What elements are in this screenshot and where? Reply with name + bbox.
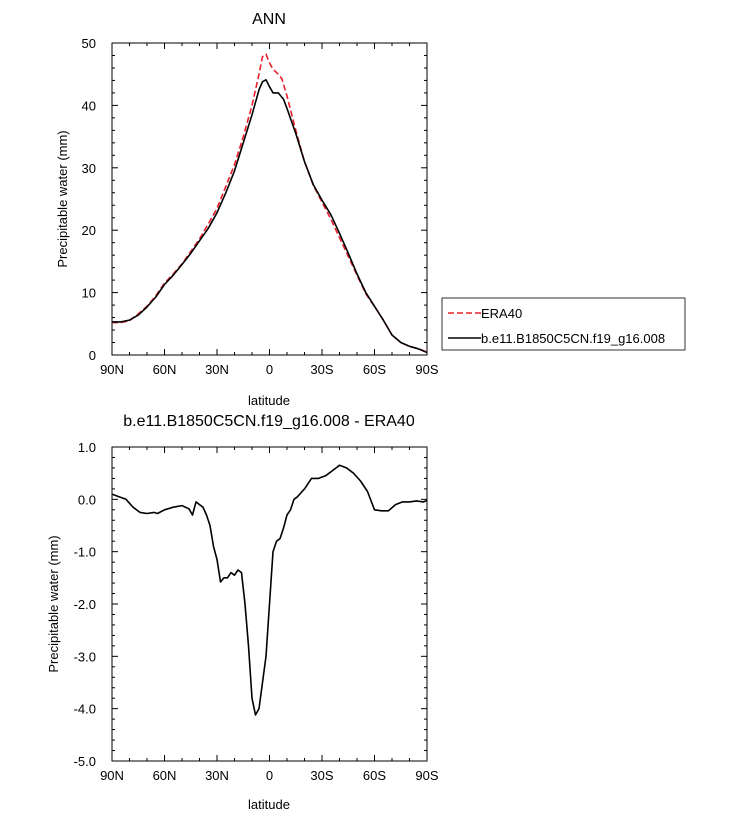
top-x-tick-label: 90N (100, 362, 124, 377)
top-x-tick-label: 30N (205, 362, 229, 377)
top-series-line-0 (112, 53, 428, 353)
top-chart-title: ANN (252, 11, 286, 28)
legend-model-label: b.e11.B1850C5CN.f19_g16.008 (481, 331, 665, 346)
top-x-axis-label: latitude (248, 393, 290, 408)
bottom-y-tick-label: 1.0 (78, 440, 96, 455)
bottom-y-tick-label: -2.0 (74, 597, 96, 612)
top-y-tick-label: 0 (89, 348, 96, 363)
top-x-tick-label: 60S (363, 362, 386, 377)
top-x-tick-label: 60N (153, 362, 177, 377)
bottom-panel: b.e11.B1850C5CN.f19_g16.008 - ERA40 90N 6… (46, 413, 439, 812)
bottom-y-tick-label: 0.0 (78, 492, 96, 507)
bottom-series-line-0 (111, 464, 428, 716)
top-series-line-1 (112, 79, 428, 354)
top-y-tick-label: 40 (82, 98, 96, 113)
top-y-axis-label: Precipitable water (mm) (55, 130, 70, 267)
top-ticks: 90N 60N 30N 0 30S 60S 90S 0 10 20 30 40 50 (82, 36, 439, 377)
bottom-y-tick-label: -5.0 (74, 754, 96, 769)
bottom-ticks: 90N 60N 30N 0 30S 60S 90S 1.0 0.0 -1.0 -2.0 -3.0 -4.… (74, 440, 439, 783)
bottom-x-tick-label: 0 (266, 768, 273, 783)
legend: ERA40 b.e11.B1850C5CN.f19_g16.008 (441, 297, 686, 351)
bottom-y-tick-label: -3.0 (74, 649, 96, 664)
top-y-tick-label: 30 (82, 161, 96, 176)
bottom-chart-title: b.e11.B1850C5CN.f19_g16.008 - ERA40 (123, 413, 415, 430)
top-series-lines (112, 53, 428, 354)
bottom-x-tick-label: 30N (205, 768, 229, 783)
bottom-y-tick-label: -4.0 (74, 702, 96, 717)
bottom-x-tick-label: 90S (415, 768, 438, 783)
bottom-x-tick-label: 60S (363, 768, 386, 783)
bottom-x-tick-label: 60N (153, 768, 177, 783)
legend-box (441, 297, 686, 351)
top-x-tick-label: 30S (310, 362, 333, 377)
bottom-x-tick-label: 30S (310, 768, 333, 783)
top-y-tick-label: 20 (82, 223, 96, 238)
top-plot-frame (111, 42, 428, 356)
bottom-x-tick-label: 90N (100, 768, 124, 783)
top-y-tick-label: 50 (82, 36, 96, 51)
top-x-tick-label: 0 (266, 362, 273, 377)
top-y-tick-label: 10 (82, 286, 96, 301)
top-x-tick-label: 90S (415, 362, 438, 377)
legend-era40-label: ERA40 (481, 306, 522, 321)
bottom-series-lines (111, 464, 428, 716)
bottom-x-axis-label: latitude (248, 797, 290, 812)
bottom-y-axis-label: Precipitable water (mm) (46, 535, 61, 672)
bottom-y-tick-label: -1.0 (74, 545, 96, 560)
top-panel: ANN 90N 60N 30N 0 30S 60S 90S 0 10 20 30 40 50 latit… (55, 11, 439, 408)
